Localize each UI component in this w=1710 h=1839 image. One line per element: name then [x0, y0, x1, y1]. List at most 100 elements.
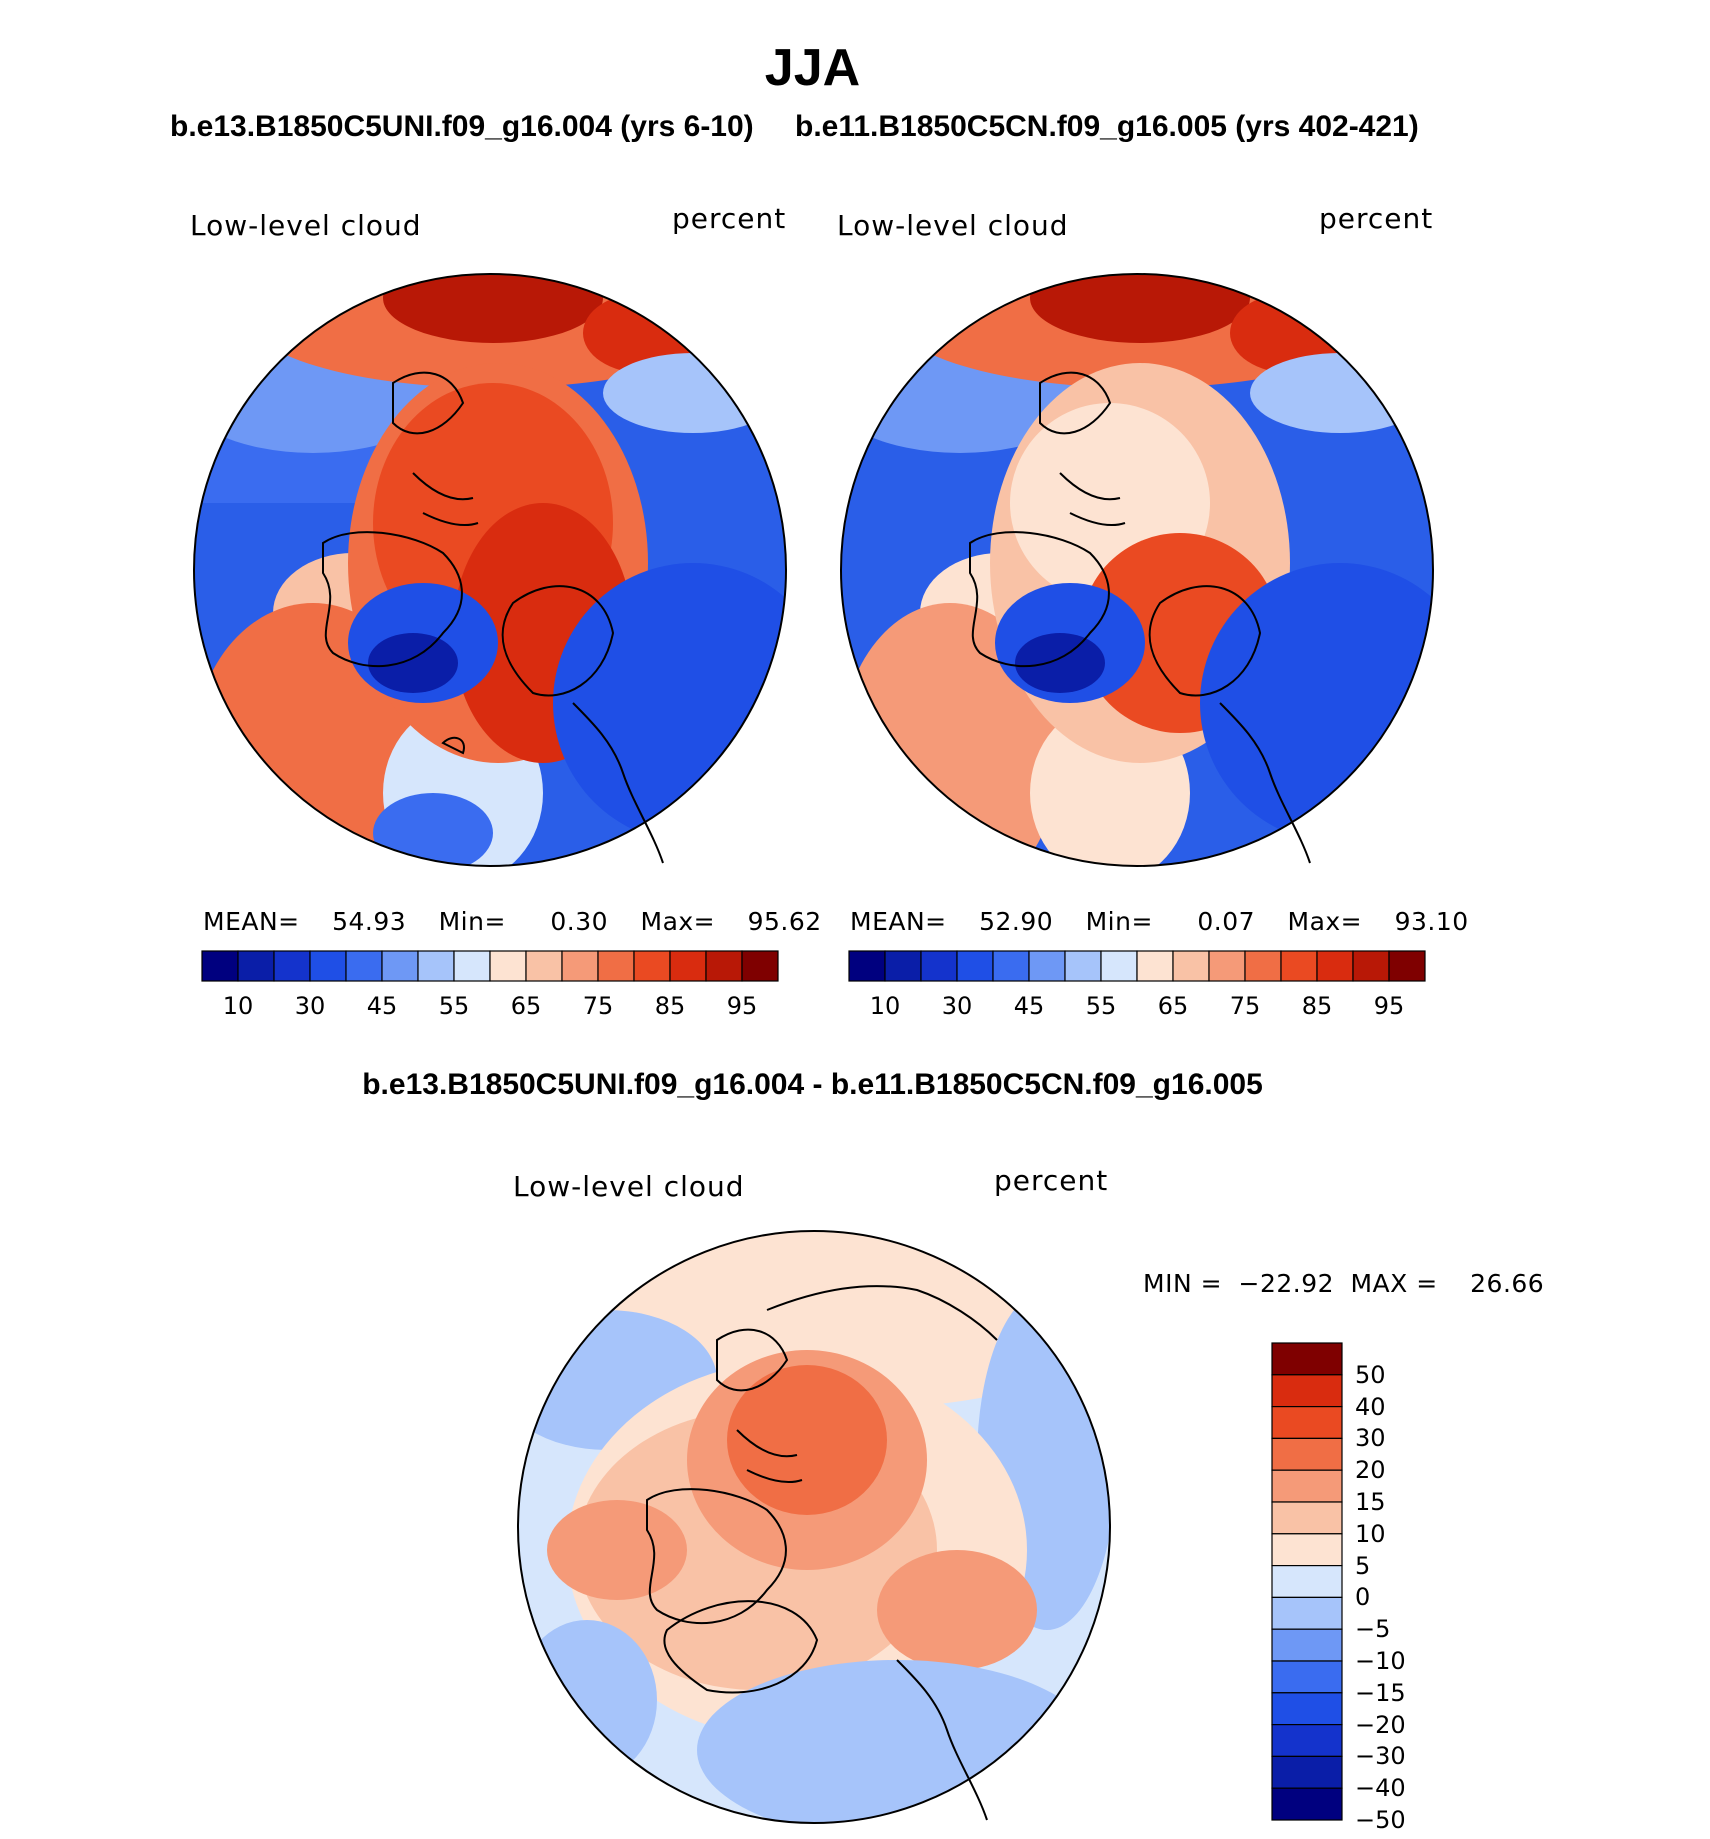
colorbar-swatch	[1244, 950, 1282, 982]
case2-tick: 75	[1229, 992, 1261, 1020]
case2-tick: 65	[1157, 992, 1189, 1020]
case2-tick: 45	[1013, 992, 1045, 1020]
colorbar-swatch	[741, 950, 779, 982]
case1-variable-label: Low-level cloud	[190, 209, 422, 242]
colorbar-swatch	[345, 950, 383, 982]
case1-tick: 85	[654, 992, 686, 1020]
case2-units-label: percent	[1319, 202, 1434, 235]
case1-min-label: Min=	[438, 907, 506, 936]
colorbar-swatch	[453, 950, 491, 982]
case2-polar-map	[840, 273, 1434, 867]
colorbar-swatch	[1271, 1374, 1343, 1408]
diff-tick: 0	[1355, 1583, 1371, 1612]
colorbar-swatch	[1271, 1596, 1343, 1630]
colorbar-swatch	[956, 950, 994, 982]
diff-tick: −20	[1355, 1710, 1406, 1739]
colorbar-swatch	[201, 950, 239, 982]
case1-stats: MEAN= 54.93 Min= 0.30 Max= 95.62	[203, 907, 822, 936]
difference-polar-map	[517, 1230, 1111, 1824]
colorbar-swatch	[1271, 1755, 1343, 1789]
colorbar-swatch	[381, 950, 419, 982]
diff-tick: −5	[1355, 1615, 1391, 1644]
diff-tick: 20	[1355, 1456, 1386, 1485]
case1-colorbar	[201, 950, 779, 982]
colorbar-swatch	[669, 950, 707, 982]
colorbar-swatch	[1271, 1405, 1343, 1439]
case1-tick: 55	[438, 992, 470, 1020]
difference-colorbar	[1271, 1342, 1343, 1821]
colorbar-swatch	[992, 950, 1030, 982]
colorbar-swatch	[1271, 1628, 1343, 1662]
colorbar-swatch	[309, 950, 347, 982]
colorbar-swatch	[1316, 950, 1354, 982]
colorbar-swatch	[1136, 950, 1174, 982]
colorbar-swatch	[884, 950, 922, 982]
diff-max-value: 26.66	[1470, 1269, 1545, 1298]
case1-mean-label: MEAN=	[203, 907, 300, 936]
case2-tick: 95	[1373, 992, 1405, 1020]
case2-min-label: Min=	[1085, 907, 1153, 936]
case1-tick: 65	[510, 992, 542, 1020]
diff-tick: −10	[1355, 1647, 1406, 1675]
diff-tick: 50	[1355, 1360, 1386, 1389]
case1-mean-value: 54.93	[332, 907, 407, 936]
colorbar-swatch	[561, 950, 599, 982]
diff-min-label: MIN =	[1143, 1269, 1223, 1298]
case1-polar-map	[193, 273, 787, 867]
colorbar-swatch	[1172, 950, 1210, 982]
diff-units-label: percent	[994, 1164, 1109, 1197]
colorbar-swatch	[489, 950, 527, 982]
colorbar-swatch	[920, 950, 958, 982]
colorbar-swatch	[1271, 1342, 1343, 1376]
diff-tick: −30	[1355, 1742, 1406, 1771]
case2-tick: 55	[1085, 992, 1117, 1020]
diff-tick: 5	[1355, 1551, 1371, 1580]
colorbar-swatch	[1271, 1437, 1343, 1471]
colorbar-swatch	[1271, 1660, 1343, 1694]
case1-tick: 10	[222, 992, 254, 1020]
colorbar-swatch	[1271, 1469, 1343, 1503]
colorbar-swatch	[1271, 1724, 1343, 1758]
case2-variable-label: Low-level cloud	[837, 209, 1069, 242]
case1-colorbar-ticks: 10 30 45 55 65 75 85 95	[202, 992, 778, 1022]
case1-tick: 75	[582, 992, 614, 1020]
season-title: JJA	[764, 39, 861, 97]
colorbar-swatch	[1352, 950, 1390, 982]
diff-tick: 40	[1355, 1392, 1386, 1421]
case2-min-value: 0.07	[1197, 907, 1256, 936]
diff-stats: MIN = −22.92 MAX = 26.66	[1143, 1269, 1544, 1298]
colorbar-swatch	[705, 950, 743, 982]
case2-max-value: 93.10	[1394, 907, 1469, 936]
diff-tick: −40	[1355, 1774, 1406, 1803]
colorbar-swatch	[1271, 1501, 1343, 1535]
colorbar-swatch	[417, 950, 455, 982]
colorbar-swatch	[597, 950, 635, 982]
case2-colorbar	[848, 950, 1426, 982]
case2-max-label: Max=	[1287, 907, 1363, 936]
case1-tick: 95	[726, 992, 758, 1020]
diff-tick: −15	[1355, 1678, 1406, 1707]
case2-stats: MEAN= 52.90 Min= 0.07 Max= 93.10	[850, 907, 1469, 936]
colorbar-swatch	[237, 950, 275, 982]
diff-tick: 15	[1355, 1488, 1386, 1516]
case2-title: b.e11.B1850C5CN.f09_g16.005 (yrs 402-421…	[795, 110, 1419, 143]
colorbar-swatch	[848, 950, 886, 982]
case1-min-value: 0.30	[550, 907, 609, 936]
colorbar-swatch	[1271, 1787, 1343, 1821]
colorbar-swatch	[1271, 1533, 1343, 1567]
colorbar-swatch	[633, 950, 671, 982]
case2-colorbar-ticks: 10 30 45 55 65 75 85 95	[849, 992, 1425, 1022]
diff-variable-label: Low-level cloud	[513, 1170, 745, 1203]
diff-tick: 30	[1355, 1424, 1386, 1453]
difference-title: b.e13.B1850C5UNI.f09_g16.004 - b.e11.B18…	[362, 1068, 1263, 1101]
colorbar-swatch	[273, 950, 311, 982]
case2-tick: 10	[869, 992, 901, 1020]
case1-max-value: 95.62	[747, 907, 822, 936]
case1-title: b.e13.B1850C5UNI.f09_g16.004 (yrs 6-10)	[170, 110, 754, 143]
case1-tick: 30	[294, 992, 326, 1020]
colorbar-swatch	[1064, 950, 1102, 982]
case2-tick: 85	[1301, 992, 1333, 1020]
case2-mean-value: 52.90	[979, 907, 1054, 936]
diff-tick: 10	[1355, 1519, 1386, 1548]
case1-units-label: percent	[672, 202, 787, 235]
